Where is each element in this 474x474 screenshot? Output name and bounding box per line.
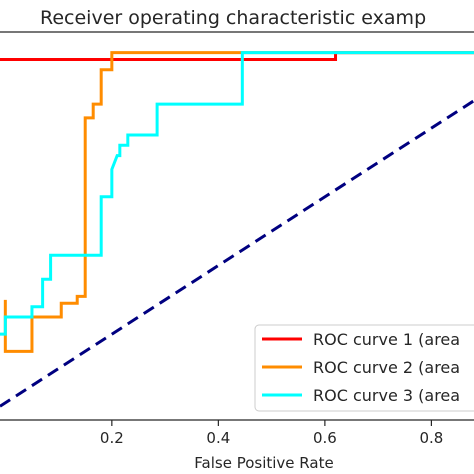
roc-curve-2-line	[3, 51, 474, 353]
x-tick-label: 0.2	[100, 429, 124, 447]
legend-label-1: ROC curve 1 (area	[313, 330, 460, 349]
x-axis: 0.2 0.4 0.6 0.8	[100, 420, 443, 447]
x-tick-label: 0.4	[206, 429, 230, 447]
roc-curve-3-line	[0, 51, 474, 336]
x-tick-label: 0.8	[419, 429, 443, 447]
legend-label-2: ROC curve 2 (area	[313, 358, 460, 377]
legend: ROC curve 1 (area ROC curve 2 (area ROC cu…	[254, 324, 474, 412]
legend-box	[254, 324, 474, 412]
chart-title: Receiver operating characteristic examp	[40, 7, 426, 29]
series-layer	[0, 51, 474, 408]
legend-label-3: ROC curve 3 (area	[313, 386, 460, 405]
x-axis-label: False Positive Rate	[194, 454, 333, 472]
x-tick-label: 0.6	[313, 429, 337, 447]
